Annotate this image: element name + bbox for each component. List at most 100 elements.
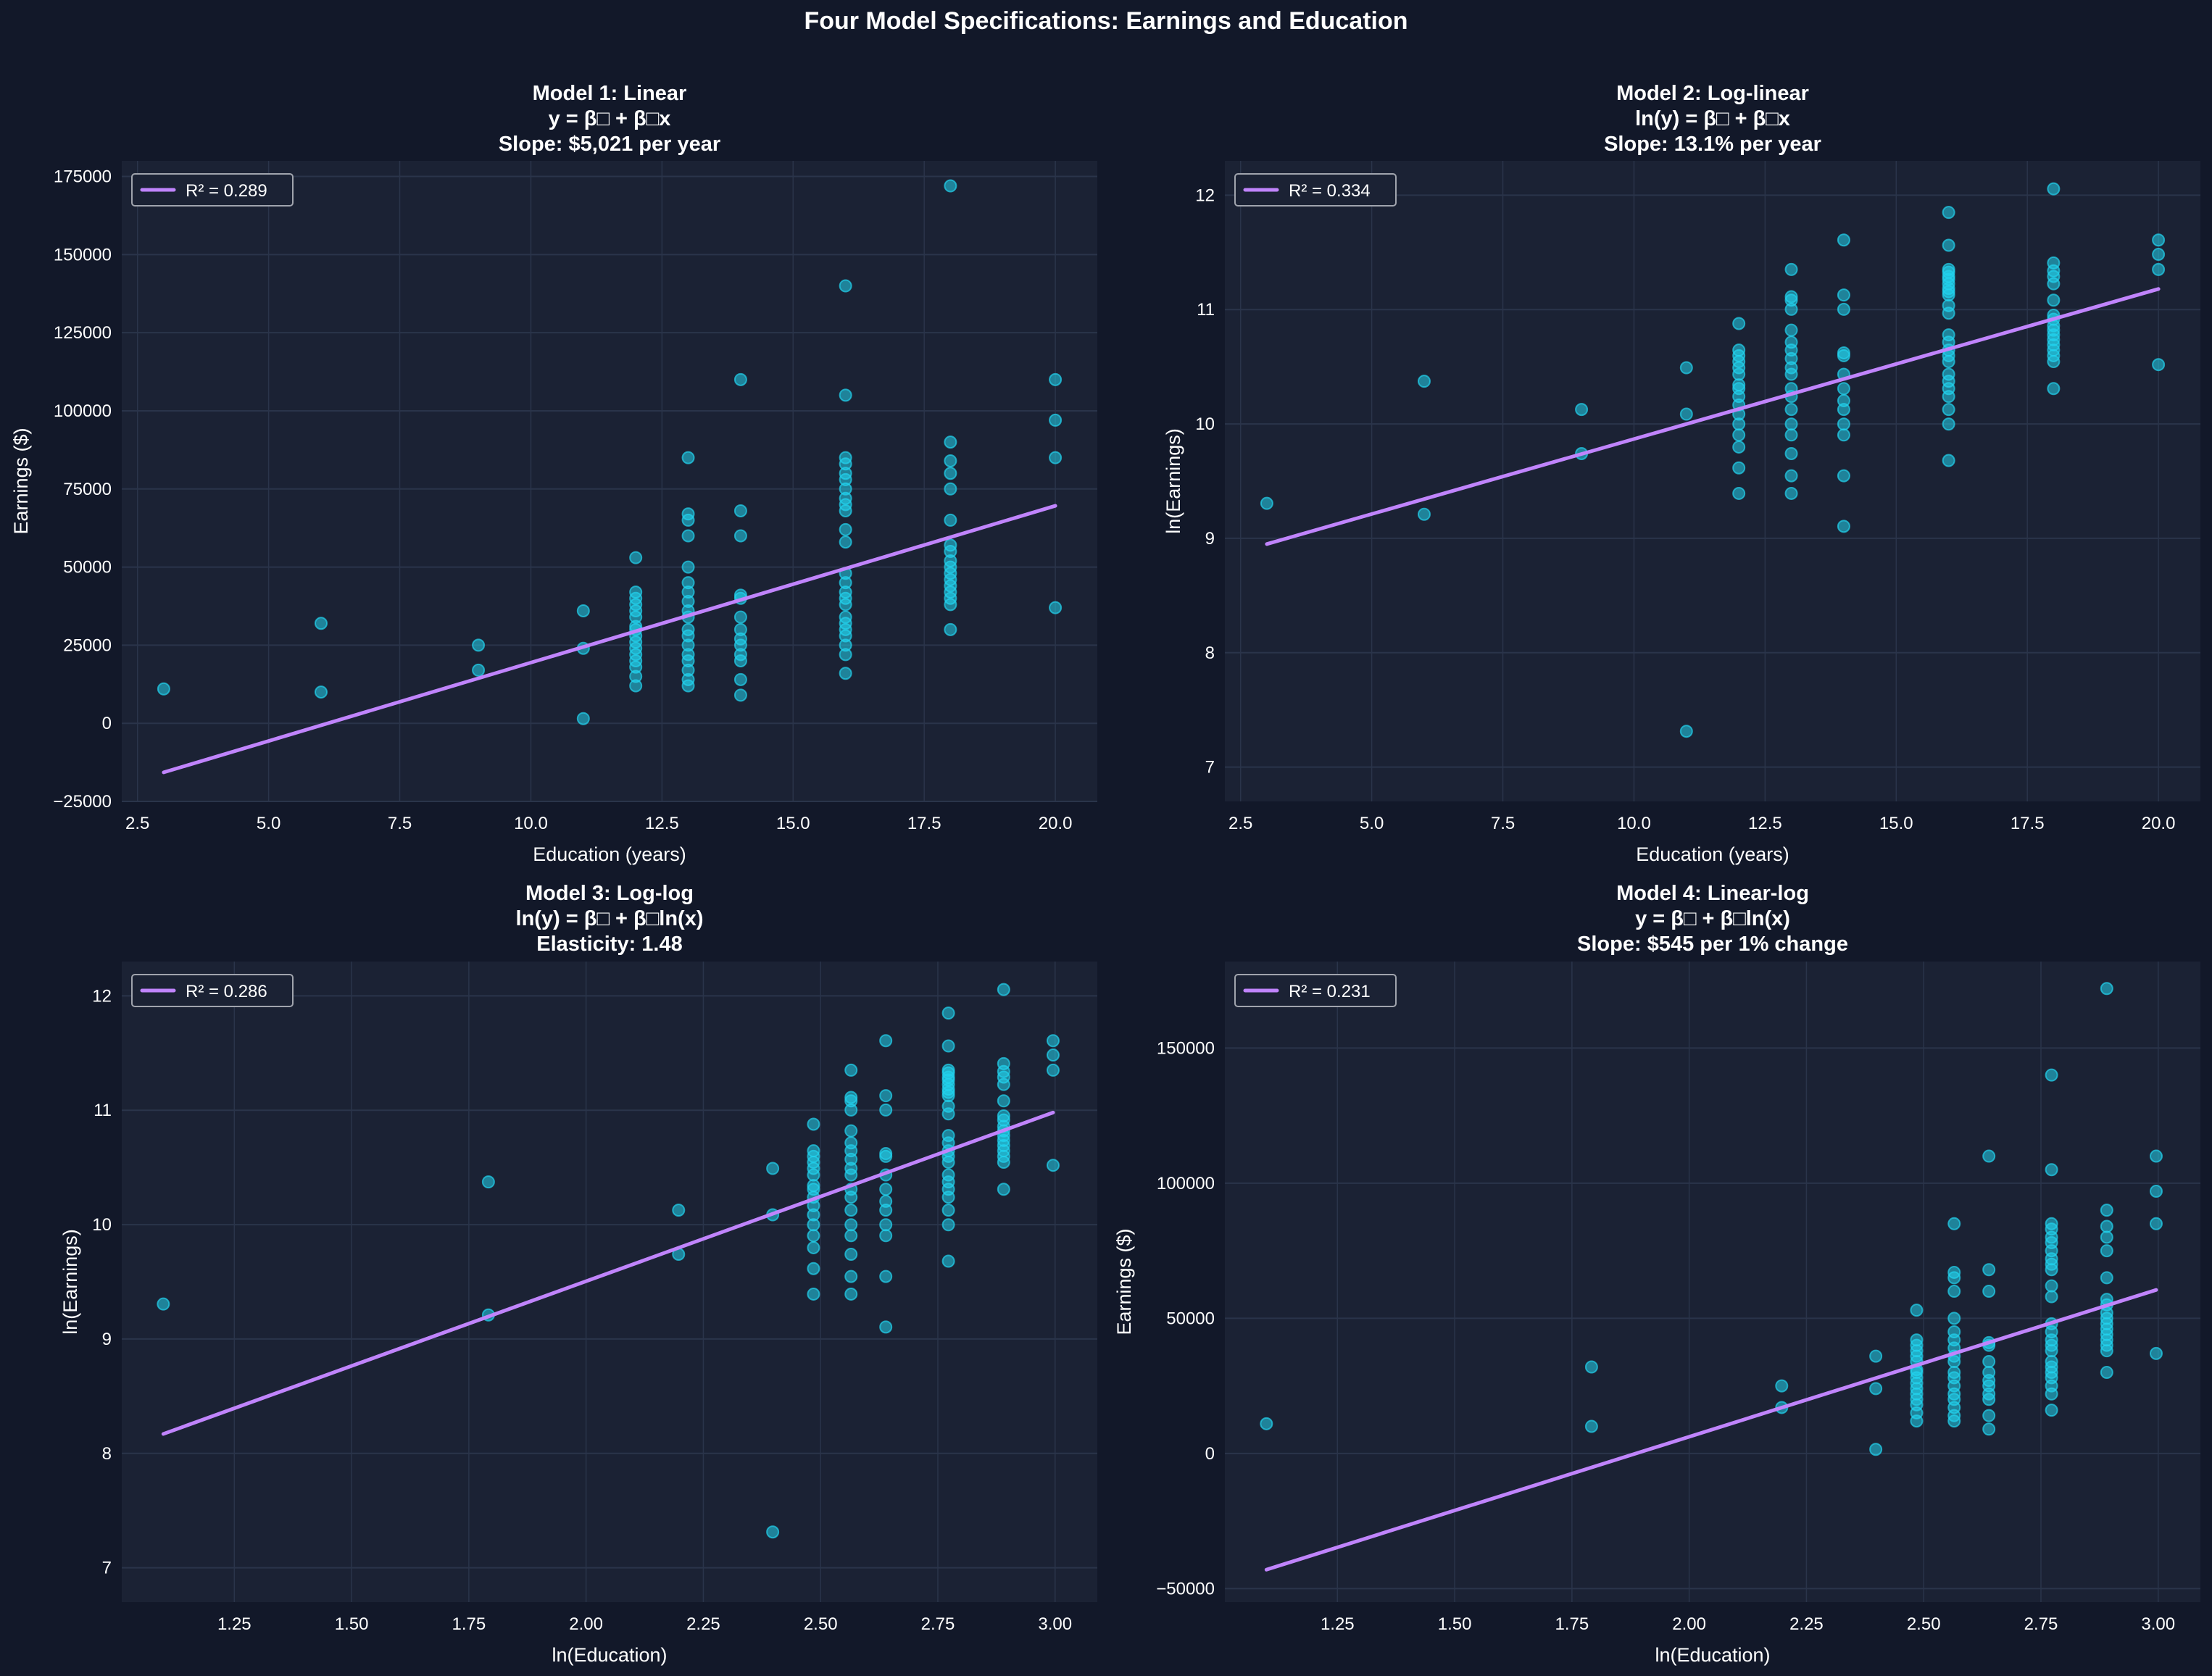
data-point (733, 372, 747, 386)
x-tick-label: 1.50 (335, 1614, 369, 1634)
plot-area (1225, 161, 2200, 801)
data-point (1784, 403, 1798, 417)
data-point (672, 1204, 686, 1217)
x-tick-label: 12.5 (645, 814, 679, 833)
data-point (2100, 982, 2113, 996)
data-point (1837, 403, 1850, 417)
data-point (944, 179, 957, 193)
data-point (1732, 461, 1746, 475)
figure-title: Four Model Specifications: Earnings and … (804, 7, 1408, 35)
panel-1-title: Model 1: Linear y = β□ + β□x Slope: $5,0… (122, 81, 1097, 157)
data-point (844, 1247, 858, 1261)
panel-1-title-line-3: Slope: $5,021 per year (498, 133, 721, 156)
x-tick-label: 7.5 (388, 814, 412, 833)
data-point (1837, 349, 1850, 362)
data-point (839, 388, 852, 402)
data-point (1679, 361, 1693, 375)
x-tick-label: 12.5 (1748, 814, 1782, 833)
x-tick-label: 2.5 (1228, 814, 1252, 833)
x-tick-label: 2.00 (1672, 1614, 1706, 1634)
x-tick-label: 1.25 (1321, 1614, 1355, 1634)
y-tick-label: 7 (102, 1559, 112, 1578)
x-tick-label: 2.00 (569, 1614, 603, 1634)
scatter-points (1260, 182, 2166, 738)
data-point (766, 1525, 780, 1539)
data-point (1982, 1149, 1996, 1163)
data-point (2045, 1163, 2058, 1177)
x-tick-label: 1.75 (1555, 1614, 1589, 1634)
data-point (1869, 1349, 1883, 1363)
data-point (1784, 262, 1798, 276)
x-tick-label: 7.5 (1491, 814, 1515, 833)
data-point (2100, 1244, 2113, 1258)
data-point (879, 1269, 893, 1283)
y-tick-label: 12 (1195, 185, 1215, 205)
data-point (1417, 375, 1431, 388)
plot-area (1225, 962, 2200, 1602)
data-point (629, 679, 643, 693)
panel-4-title-line-3: Slope: $545 per 1% change (1577, 933, 1848, 956)
data-point (1942, 417, 1955, 431)
data-point (807, 1262, 820, 1275)
data-point (2100, 1204, 2113, 1217)
data-point (844, 1124, 858, 1138)
data-point (807, 1229, 820, 1243)
panel-2-title-line-3: Slope: 13.1% per year (1604, 133, 1821, 156)
data-point (1049, 451, 1063, 464)
y-tick-label: 11 (1197, 300, 1215, 320)
data-point (997, 1077, 1010, 1091)
data-point (1942, 307, 1955, 320)
data-point (472, 663, 486, 677)
data-point (944, 435, 957, 449)
y-tick-label: 150000 (54, 245, 112, 264)
data-point (879, 1089, 893, 1103)
data-point (944, 622, 957, 636)
x-tick-label: 3.00 (1038, 1614, 1072, 1634)
data-point (1837, 520, 1850, 533)
data-point (733, 672, 747, 686)
data-point (844, 1168, 858, 1182)
data-point (879, 1320, 893, 1334)
x-axis-label: Education (years) (1636, 843, 1789, 865)
data-point (733, 504, 747, 517)
x-axis-label: ln(Education) (1655, 1644, 1770, 1666)
data-point (941, 1107, 955, 1121)
data-point (1947, 1355, 1961, 1369)
data-point (472, 638, 486, 652)
data-point (1732, 428, 1746, 442)
data-point (844, 1191, 858, 1204)
data-point (733, 688, 747, 702)
panel-1-title-line-2: y = β□ + β□x (548, 107, 671, 130)
x-tick-label: 1.50 (1438, 1614, 1472, 1634)
y-tick-label: 8 (102, 1444, 112, 1464)
data-point (1784, 323, 1798, 337)
data-point (1584, 1360, 1598, 1374)
panel-2-title-line-1: Model 2: Log-linear (1616, 82, 1809, 105)
data-point (941, 1254, 955, 1268)
x-tick-label: 1.75 (452, 1614, 486, 1634)
x-tick-label: 3.00 (2141, 1614, 2175, 1634)
data-point (1679, 725, 1693, 738)
x-axis-label: Education (years) (533, 843, 686, 865)
data-point (1837, 382, 1850, 396)
data-point (1784, 486, 1798, 500)
data-point (2100, 1230, 2113, 1244)
panel-3-title-line-1: Model 3: Log-log (525, 882, 694, 905)
data-point (1732, 317, 1746, 330)
data-point (1942, 206, 1955, 220)
panel-1-title-line-1: Model 1: Linear (532, 82, 687, 105)
data-point (844, 1103, 858, 1117)
data-point (879, 1034, 893, 1048)
data-point (157, 682, 170, 696)
y-tick-label: 10 (92, 1215, 112, 1235)
data-point (2100, 1365, 2113, 1379)
data-point (944, 482, 957, 496)
data-point (1679, 407, 1693, 421)
data-point (879, 1103, 893, 1117)
x-tick-label: 2.5 (125, 814, 149, 833)
data-point (1982, 1393, 1996, 1406)
data-point (2045, 1068, 2058, 1082)
data-point (941, 1218, 955, 1232)
y-tick-label: 8 (1205, 643, 1215, 663)
data-point (1732, 417, 1746, 431)
